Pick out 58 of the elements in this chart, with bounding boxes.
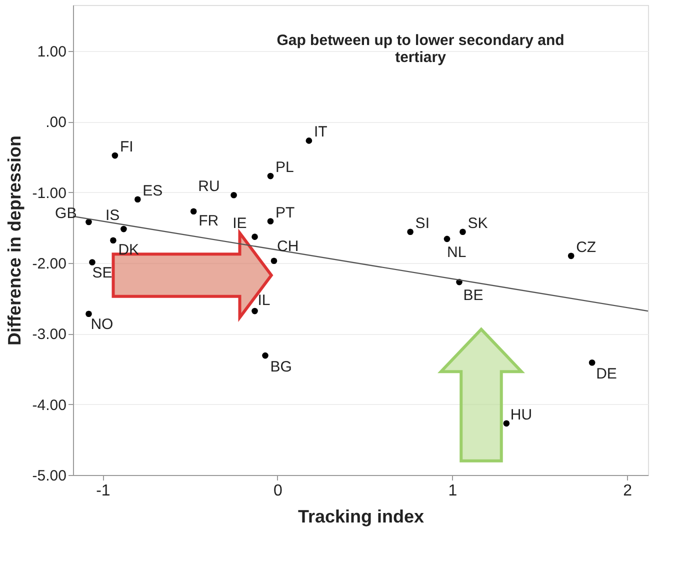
x-tick-label: -1 bbox=[96, 482, 110, 500]
annotation: IS bbox=[105, 207, 120, 224]
annotation: SE bbox=[92, 264, 112, 282]
text: Gap between up to lower secondary and tertiary bbox=[276, 32, 564, 66]
point bbox=[306, 138, 312, 144]
x-tick-label: 2 bbox=[623, 482, 632, 500]
annotation: NL bbox=[447, 244, 466, 261]
x-tick-label: 1 bbox=[448, 482, 458, 500]
point bbox=[588, 359, 596, 366]
y-tick-label: .00 bbox=[46, 114, 66, 132]
annotation: PL bbox=[275, 159, 294, 176]
point bbox=[110, 237, 116, 244]
point bbox=[270, 258, 278, 264]
y-axis-title: Difference in depression bbox=[4, 135, 24, 346]
y-tick-label: -1.00 bbox=[32, 184, 66, 202]
point bbox=[230, 192, 237, 198]
x-tick-label: 0 bbox=[274, 482, 283, 500]
point bbox=[503, 420, 510, 427]
annotation: IE bbox=[232, 214, 247, 232]
y-tick-label: -5.00 bbox=[32, 468, 66, 484]
point bbox=[568, 252, 574, 260]
point bbox=[262, 352, 268, 359]
annotation: DE bbox=[596, 366, 617, 383]
annotation: GB bbox=[55, 204, 77, 222]
point bbox=[460, 228, 466, 236]
x-axis-title: Tracking index bbox=[298, 506, 424, 526]
annotation: NO bbox=[90, 316, 114, 333]
point bbox=[190, 208, 197, 215]
point bbox=[252, 308, 258, 314]
annotation: CZ bbox=[576, 238, 596, 256]
annotation: SI bbox=[415, 214, 430, 232]
point bbox=[407, 228, 414, 236]
annotation: IT bbox=[314, 124, 328, 141]
annotation: ES bbox=[142, 182, 163, 200]
y-tick-label: -3.00 bbox=[32, 326, 66, 344]
point bbox=[89, 259, 96, 266]
y-tick-label: -4.00 bbox=[32, 396, 66, 414]
point bbox=[267, 218, 274, 224]
annotation: PT bbox=[275, 204, 295, 222]
annotation: BE bbox=[463, 287, 484, 304]
annotation: FI bbox=[120, 138, 134, 156]
annotation: BG bbox=[270, 358, 292, 376]
point bbox=[252, 234, 258, 240]
point bbox=[86, 310, 92, 318]
annotation: SK bbox=[468, 214, 488, 232]
annotation: HU bbox=[510, 406, 532, 424]
point bbox=[267, 172, 274, 180]
point bbox=[112, 152, 118, 159]
annotation: FR bbox=[198, 212, 219, 230]
point bbox=[444, 236, 450, 242]
annotation: CH bbox=[276, 238, 299, 255]
y-tick-label: -2.00 bbox=[32, 255, 66, 272]
annotation: RU bbox=[198, 178, 220, 196]
annotation: IL bbox=[258, 292, 270, 310]
point bbox=[120, 226, 127, 232]
point bbox=[134, 196, 141, 203]
point bbox=[86, 218, 92, 226]
y-tick-label: 1.00 bbox=[37, 43, 66, 60]
